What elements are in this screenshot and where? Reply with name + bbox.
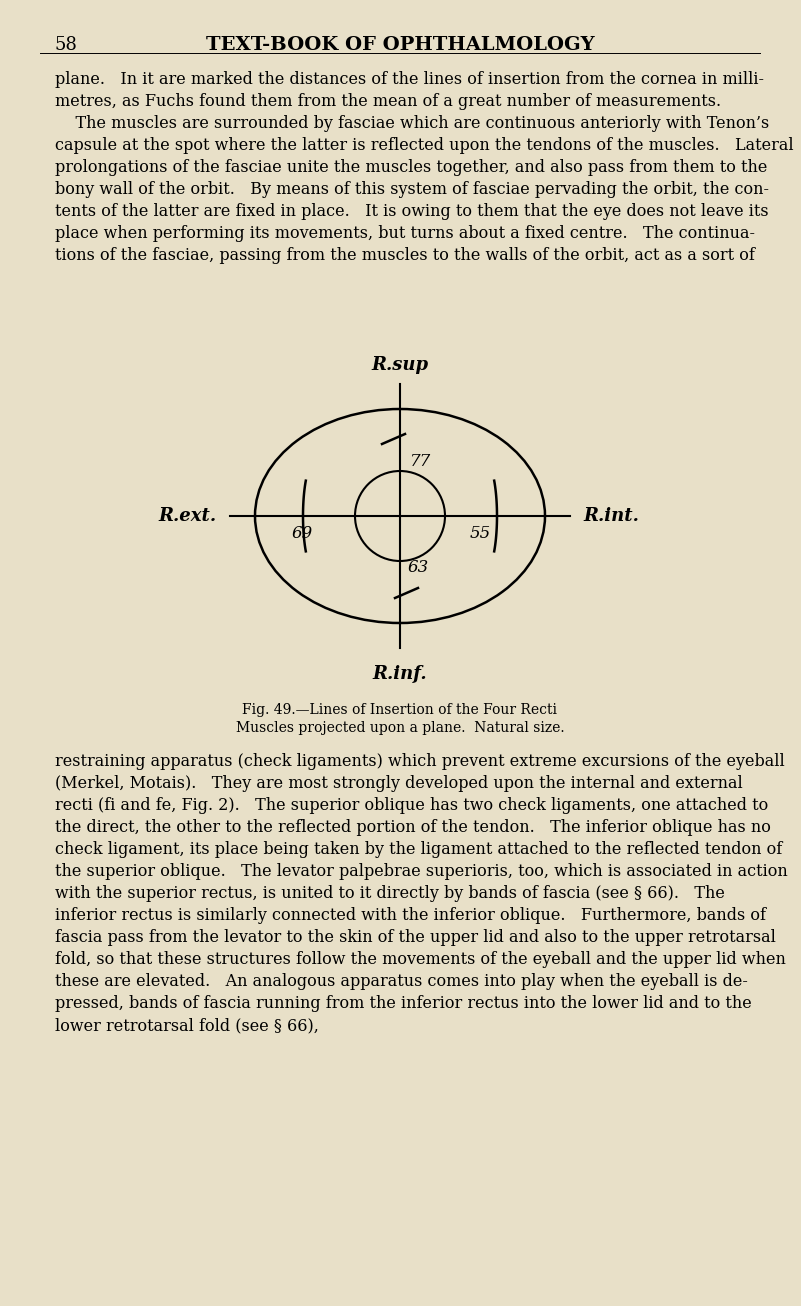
- Text: fascia pass from the levator to the skin of the upper lid and also to the upper : fascia pass from the levator to the skin…: [55, 929, 776, 946]
- Text: The muscles are surrounded by fasciae which are continuous anteriorly with Tenon: The muscles are surrounded by fasciae wh…: [55, 115, 769, 132]
- Text: tions of the fasciae, passing from the muscles to the walls of the orbit, act as: tions of the fasciae, passing from the m…: [55, 247, 755, 264]
- Text: (Merkel, Motais).   They are most strongly developed upon the internal and exter: (Merkel, Motais). They are most strongly…: [55, 774, 743, 791]
- Text: restraining apparatus (check ligaments) which prevent extreme excursions of the : restraining apparatus (check ligaments) …: [55, 754, 785, 771]
- Text: 63: 63: [408, 559, 429, 576]
- Text: check ligament, its place being taken by the ligament attached to the reflected : check ligament, its place being taken by…: [55, 841, 783, 858]
- Text: place when performing its movements, but turns about a fixed centre.   The conti: place when performing its movements, but…: [55, 225, 755, 242]
- Text: inferior rectus is similarly connected with the inferior oblique.   Furthermore,: inferior rectus is similarly connected w…: [55, 906, 766, 925]
- Text: R.sup: R.sup: [372, 357, 429, 374]
- Text: tents of the latter are fixed in place.   It is owing to them that the eye does : tents of the latter are fixed in place. …: [55, 202, 769, 219]
- Text: these are elevated.   An analogous apparatus comes into play when the eyeball is: these are elevated. An analogous apparat…: [55, 973, 748, 990]
- Text: 58: 58: [55, 37, 78, 54]
- Text: prolongations of the fasciae unite the muscles together, and also pass from them: prolongations of the fasciae unite the m…: [55, 159, 767, 176]
- Text: metres, as Fuchs found them from the mean of a great number of measurements.: metres, as Fuchs found them from the mea…: [55, 93, 721, 110]
- Text: fold, so that these structures follow the movements of the eyeball and the upper: fold, so that these structures follow th…: [55, 951, 786, 968]
- Text: recti (fi and fe, Fig. 2).   The superior oblique has two check ligaments, one a: recti (fi and fe, Fig. 2). The superior …: [55, 797, 768, 814]
- Text: the direct, the other to the reflected portion of the tendon.   The inferior obl: the direct, the other to the reflected p…: [55, 819, 771, 836]
- Text: Muscles projected upon a plane.  Natural size.: Muscles projected upon a plane. Natural …: [235, 721, 565, 735]
- Text: TEXT-BOOK OF OPHTHALMOLOGY: TEXT-BOOK OF OPHTHALMOLOGY: [206, 37, 594, 54]
- Text: with the superior rectus, is united to it directly by bands of fascia (see § 66): with the superior rectus, is united to i…: [55, 885, 725, 902]
- Text: the superior oblique.   The levator palpebrae superioris, too, which is associat: the superior oblique. The levator palpeb…: [55, 863, 787, 880]
- Text: Fig. 49.—Lines of Insertion of the Four Recti: Fig. 49.—Lines of Insertion of the Four …: [243, 703, 557, 717]
- Text: R.ext.: R.ext.: [159, 507, 217, 525]
- Text: 77: 77: [410, 452, 431, 469]
- Text: R.int.: R.int.: [583, 507, 639, 525]
- Text: 69: 69: [292, 525, 312, 542]
- Text: capsule at the spot where the latter is reflected upon the tendons of the muscle: capsule at the spot where the latter is …: [55, 137, 794, 154]
- Text: bony wall of the orbit.   By means of this system of fasciae pervading the orbit: bony wall of the orbit. By means of this…: [55, 182, 769, 199]
- Text: 55: 55: [469, 525, 491, 542]
- Text: plane.   In it are marked the distances of the lines of insertion from the corne: plane. In it are marked the distances of…: [55, 71, 764, 88]
- Text: R.inf.: R.inf.: [372, 665, 427, 683]
- Text: lower retrotarsal fold (see § 66),: lower retrotarsal fold (see § 66),: [55, 1017, 319, 1034]
- Text: pressed, bands of fascia running from the inferior rectus into the lower lid and: pressed, bands of fascia running from th…: [55, 995, 752, 1012]
